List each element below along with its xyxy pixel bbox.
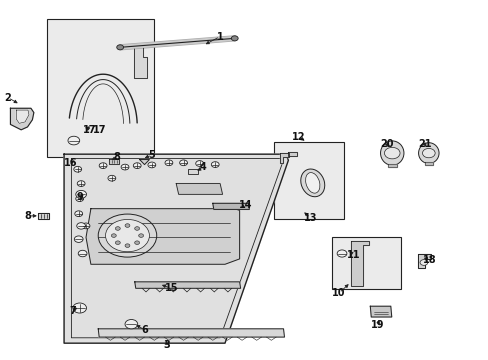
- Bar: [273, 142, 344, 220]
- Polygon shape: [387, 164, 396, 167]
- Text: 8: 8: [24, 211, 31, 221]
- Text: 11: 11: [346, 249, 360, 260]
- Text: 4: 4: [199, 162, 206, 172]
- Text: 3: 3: [163, 340, 169, 350]
- Circle shape: [422, 148, 434, 158]
- Polygon shape: [140, 159, 149, 165]
- Circle shape: [115, 241, 120, 244]
- Circle shape: [125, 244, 130, 247]
- Circle shape: [211, 162, 219, 167]
- Text: 13: 13: [303, 213, 316, 222]
- Text: 7: 7: [69, 306, 76, 316]
- Text: 21: 21: [417, 139, 431, 149]
- Circle shape: [75, 211, 82, 217]
- Polygon shape: [350, 241, 368, 286]
- Circle shape: [134, 227, 139, 230]
- Polygon shape: [64, 154, 288, 343]
- Polygon shape: [16, 110, 29, 123]
- Circle shape: [99, 163, 107, 168]
- Circle shape: [179, 160, 187, 166]
- Circle shape: [105, 220, 149, 252]
- Text: 6: 6: [141, 325, 147, 335]
- Circle shape: [78, 250, 87, 257]
- Circle shape: [419, 260, 427, 265]
- Circle shape: [133, 163, 141, 168]
- Circle shape: [76, 196, 83, 202]
- Circle shape: [384, 147, 399, 159]
- Text: 12: 12: [292, 132, 305, 142]
- Polygon shape: [10, 108, 34, 130]
- Ellipse shape: [300, 169, 324, 197]
- Circle shape: [77, 181, 85, 186]
- Text: 19: 19: [370, 320, 384, 330]
- Text: 14: 14: [239, 200, 252, 210]
- Circle shape: [125, 224, 130, 227]
- Circle shape: [125, 319, 138, 329]
- Ellipse shape: [418, 143, 438, 163]
- Circle shape: [134, 241, 139, 244]
- Polygon shape: [86, 209, 239, 264]
- Circle shape: [139, 234, 143, 237]
- Polygon shape: [135, 282, 240, 288]
- Text: 1: 1: [216, 32, 223, 41]
- Polygon shape: [134, 44, 147, 78]
- Circle shape: [82, 223, 90, 229]
- Circle shape: [231, 36, 238, 41]
- Circle shape: [108, 175, 116, 181]
- Ellipse shape: [380, 141, 403, 165]
- Text: 9: 9: [77, 192, 83, 202]
- Polygon shape: [369, 306, 391, 317]
- Text: 2: 2: [4, 93, 11, 103]
- Circle shape: [195, 161, 203, 166]
- Circle shape: [111, 234, 116, 237]
- Polygon shape: [176, 184, 222, 194]
- Polygon shape: [417, 253, 430, 268]
- Text: 16: 16: [63, 158, 77, 168]
- Circle shape: [115, 227, 120, 230]
- Circle shape: [164, 160, 172, 166]
- Text: 8: 8: [113, 152, 120, 162]
- Polygon shape: [98, 329, 284, 337]
- Circle shape: [74, 166, 81, 172]
- Polygon shape: [109, 159, 119, 163]
- Circle shape: [98, 214, 157, 257]
- Circle shape: [336, 250, 346, 257]
- Text: 5: 5: [148, 150, 155, 160]
- Circle shape: [148, 162, 156, 168]
- Polygon shape: [288, 152, 296, 156]
- Ellipse shape: [305, 172, 319, 193]
- Bar: [331, 237, 400, 289]
- Circle shape: [76, 190, 86, 198]
- Circle shape: [73, 303, 86, 313]
- Text: 10: 10: [332, 288, 345, 298]
- Circle shape: [117, 45, 123, 50]
- Polygon shape: [424, 162, 432, 165]
- Circle shape: [74, 236, 83, 242]
- Polygon shape: [38, 213, 49, 219]
- Text: 17: 17: [93, 125, 106, 135]
- Bar: [188, 169, 198, 175]
- Text: 18: 18: [422, 255, 436, 265]
- Circle shape: [68, 136, 80, 145]
- Text: 20: 20: [379, 139, 393, 149]
- Bar: [47, 19, 154, 157]
- Polygon shape: [279, 153, 289, 163]
- Circle shape: [121, 164, 129, 170]
- Text: 17: 17: [83, 125, 97, 135]
- Text: 15: 15: [164, 283, 178, 293]
- Circle shape: [77, 223, 85, 229]
- Polygon shape: [212, 203, 249, 210]
